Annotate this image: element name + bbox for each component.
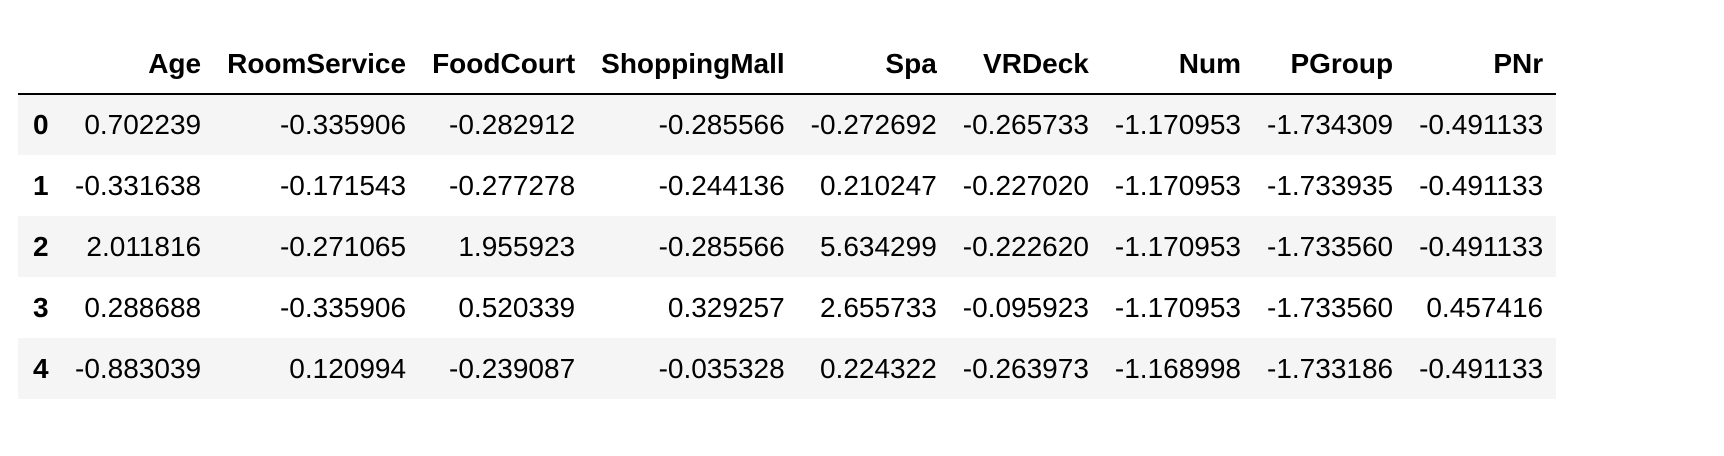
- header-shoppingmall: ShoppingMall: [588, 36, 798, 95]
- cell-num: -1.170953: [1114, 169, 1241, 201]
- cell-age: 0.288688: [84, 291, 202, 323]
- row-index: 1: [33, 169, 49, 201]
- cell-roomservice: -0.171543: [279, 169, 407, 201]
- header-roomservice: RoomService: [214, 36, 420, 95]
- cell-shoppingmall: -0.035328: [658, 352, 785, 384]
- dataframe-table: Age RoomService FoodCourt ShoppingMall S…: [18, 36, 1557, 399]
- table-row: 3 0.288688 -0.335906 0.520339 0.329257 2…: [18, 277, 1557, 338]
- cell-vrdeck: -0.265733: [962, 109, 1089, 140]
- cell-foodcourt: -0.277278: [449, 169, 576, 201]
- cell-age: 2.011816: [86, 230, 202, 262]
- cell-shoppingmall: -0.285566: [658, 230, 785, 262]
- header-foodcourt: FoodCourt: [419, 36, 589, 95]
- cell-roomservice: -0.335906: [279, 291, 407, 323]
- cell-pgroup: -1.733560: [1267, 291, 1394, 323]
- table-row: 2 2.011816 -0.271065 1.955923 -0.285566 …: [18, 216, 1557, 277]
- cell-pnr: -0.491133: [1419, 230, 1544, 262]
- cell-pgroup: -1.734309: [1267, 109, 1394, 140]
- header-pnr: PNr: [1406, 36, 1557, 95]
- row-index: 0: [33, 109, 49, 140]
- cell-roomservice: 0.120994: [289, 352, 407, 384]
- cell-spa: 5.634299: [819, 230, 937, 262]
- cell-vrdeck: -0.095923: [962, 291, 1089, 323]
- table-body: 0 0.702239 -0.335906 -0.282912 -0.285566…: [18, 94, 1557, 399]
- cell-pgroup: -1.733186: [1267, 352, 1394, 384]
- cell-spa: 2.655733: [819, 291, 937, 323]
- cell-foodcourt: 1.955923: [458, 230, 576, 262]
- cell-num: -1.168998: [1114, 352, 1241, 384]
- cell-num: -1.170953: [1114, 230, 1241, 262]
- row-index: 4: [33, 352, 49, 384]
- cell-vrdeck: -0.227020: [962, 169, 1089, 201]
- row-index: 2: [33, 230, 49, 262]
- cell-age: -0.331638: [75, 169, 202, 201]
- header-pgroup: PGroup: [1254, 36, 1407, 95]
- cell-roomservice: -0.335906: [279, 109, 407, 140]
- cell-shoppingmall: -0.285566: [658, 109, 785, 140]
- cell-vrdeck: -0.222620: [962, 230, 1089, 262]
- table-row: 4 -0.883039 0.120994 -0.239087 -0.035328…: [18, 338, 1557, 399]
- cell-foodcourt: -0.239087: [449, 352, 576, 384]
- cell-shoppingmall: -0.244136: [658, 169, 785, 201]
- cell-num: -1.170953: [1114, 109, 1241, 140]
- header-index: [18, 36, 62, 95]
- cell-shoppingmall: 0.329257: [667, 291, 785, 323]
- header-vrdeck: VRDeck: [949, 36, 1102, 95]
- cell-pgroup: -1.733560: [1267, 230, 1394, 262]
- header-spa: Spa: [797, 36, 950, 95]
- cell-age: 0.702239: [84, 109, 202, 140]
- table-header: Age RoomService FoodCourt ShoppingMall S…: [18, 36, 1557, 95]
- table-row: 1 -0.331638 -0.171543 -0.277278 -0.24413…: [18, 155, 1557, 216]
- cell-foodcourt: 0.520339: [458, 291, 576, 323]
- header-age: Age: [62, 36, 215, 95]
- cell-num: -1.170953: [1114, 291, 1241, 323]
- row-index: 3: [33, 291, 49, 323]
- table-row: 0 0.702239 -0.335906 -0.282912 -0.285566…: [18, 94, 1557, 155]
- cell-pnr: -0.491133: [1419, 169, 1544, 201]
- cell-spa: 0.210247: [819, 169, 937, 201]
- cell-pnr: 0.457416: [1426, 291, 1544, 323]
- cell-pnr: -0.491133: [1419, 352, 1544, 384]
- cell-pnr: -0.491133: [1419, 109, 1544, 140]
- cell-roomservice: -0.271065: [279, 230, 407, 262]
- cell-age: -0.883039: [75, 352, 202, 384]
- header-row: Age RoomService FoodCourt ShoppingMall S…: [18, 36, 1557, 95]
- cell-spa: -0.272692: [810, 109, 937, 140]
- cell-pgroup: -1.733935: [1267, 169, 1394, 201]
- cell-spa: 0.224322: [819, 352, 937, 384]
- header-num: Num: [1101, 36, 1254, 95]
- cell-foodcourt: -0.282912: [449, 109, 576, 140]
- cell-vrdeck: -0.263973: [962, 352, 1089, 384]
